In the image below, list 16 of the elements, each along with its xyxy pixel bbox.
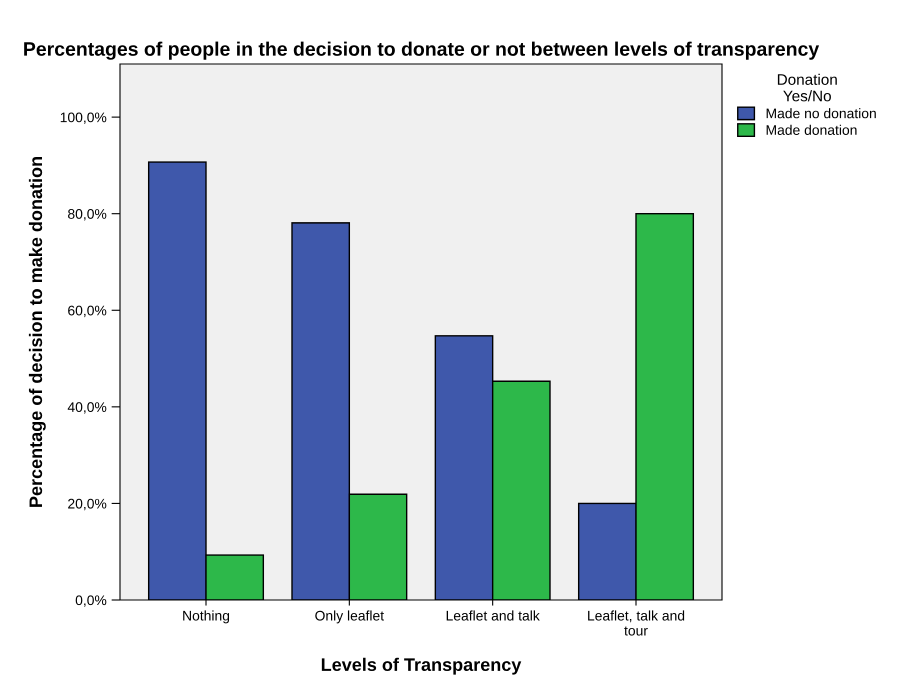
chart-title: Percentages of people in the decision to donate or not between levels of transparency xyxy=(24,42,820,60)
x-tick-label: Leaflet, talk and tour xyxy=(588,610,684,636)
y-axis-title: Percentage of decision to make donation xyxy=(28,157,46,507)
legend-label: Made donation xyxy=(766,124,857,135)
y-tick-label: 20,0% xyxy=(68,498,106,510)
x-tick-label: Nothing xyxy=(183,610,230,624)
legend-title: Donation Yes/No xyxy=(778,74,837,102)
y-tick-label: 60,0% xyxy=(68,306,106,318)
y-tick-label: 40,0% xyxy=(68,402,106,414)
legend-label: Made no donation xyxy=(766,108,876,118)
y-tick-label: 100,0% xyxy=(60,112,106,124)
x-tick-label: Only leaflet xyxy=(315,610,384,624)
y-tick-label: 0,0% xyxy=(76,595,106,607)
x-tick-label: Leaflet and talk xyxy=(446,610,540,621)
y-tick-label: 80,0% xyxy=(68,209,106,221)
x-axis-title: Levels of Transparency xyxy=(322,658,522,675)
